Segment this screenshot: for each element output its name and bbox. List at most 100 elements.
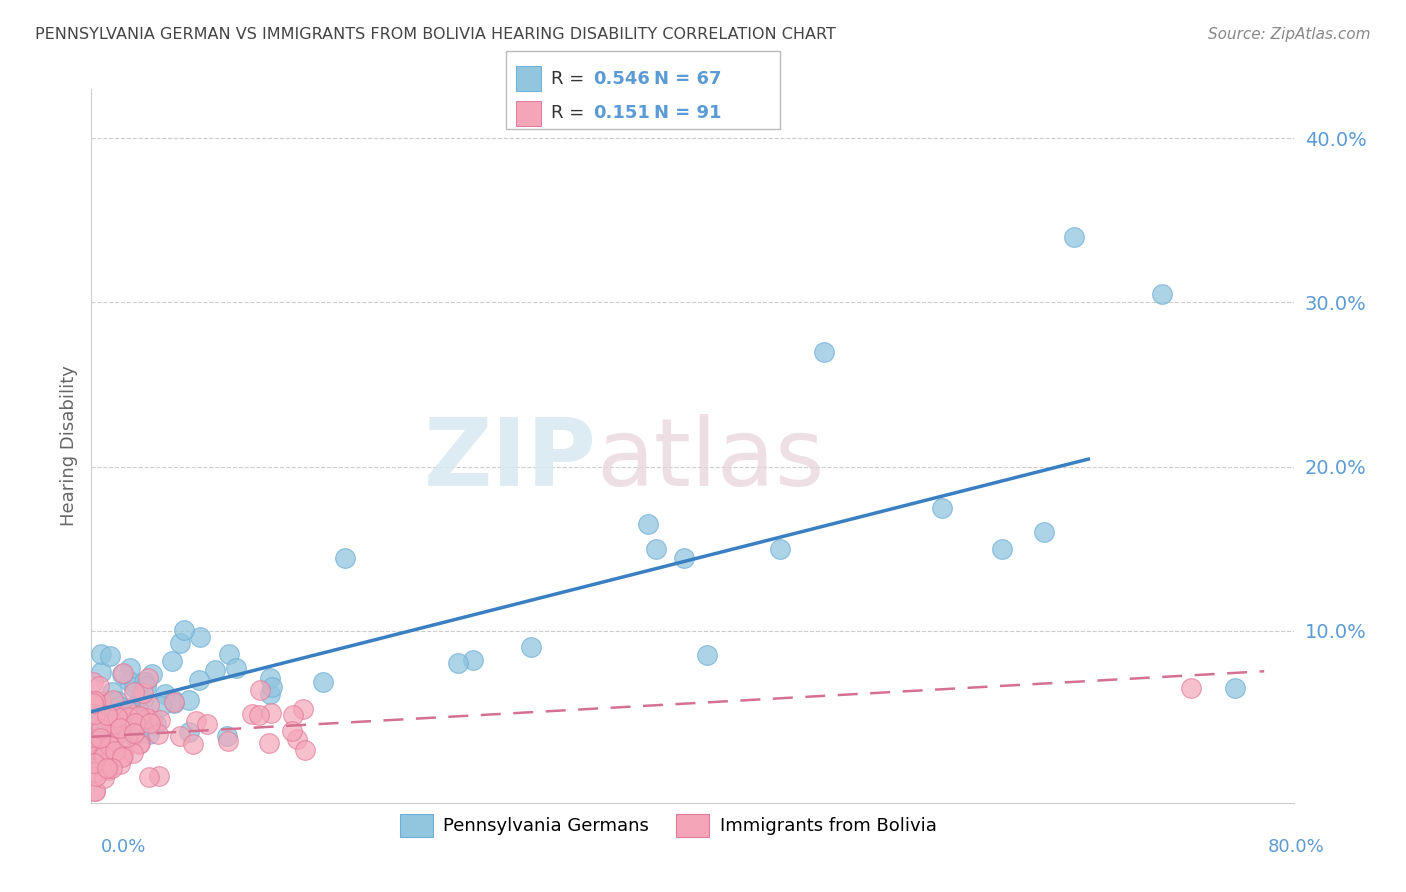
Point — [260, 706, 283, 720]
Point — [1180, 681, 1202, 695]
Point — [124, 707, 146, 722]
Point — [90, 728, 112, 742]
Point — [149, 713, 172, 727]
Point — [96, 761, 118, 775]
Point — [145, 717, 167, 731]
Point — [107, 698, 129, 713]
Point — [813, 344, 835, 359]
Point — [173, 623, 195, 637]
Point — [110, 750, 132, 764]
Point — [259, 671, 281, 685]
Point — [169, 730, 191, 744]
Point — [257, 736, 280, 750]
Point — [101, 692, 124, 706]
Point — [153, 687, 176, 701]
Text: 80.0%: 80.0% — [1268, 838, 1324, 855]
Point — [112, 665, 135, 680]
Point — [89, 694, 111, 708]
Point — [86, 724, 108, 739]
Point — [333, 550, 356, 565]
Point — [87, 747, 110, 761]
Point — [93, 709, 115, 723]
Point — [97, 714, 120, 728]
Point — [169, 636, 191, 650]
Text: ZIP: ZIP — [423, 414, 596, 507]
Point — [89, 731, 111, 745]
Point — [124, 706, 146, 721]
Point — [111, 748, 134, 763]
Point — [162, 692, 184, 706]
Point — [135, 679, 157, 693]
Point — [82, 742, 104, 756]
Legend: Pennsylvania Germans, Immigrants from Bolivia: Pennsylvania Germans, Immigrants from Bo… — [392, 807, 943, 844]
Point — [101, 731, 124, 745]
Point — [104, 716, 127, 731]
Point — [259, 687, 281, 701]
Point — [132, 675, 155, 690]
Point — [122, 726, 145, 740]
Point — [215, 729, 238, 743]
Point — [122, 723, 145, 738]
Point — [150, 699, 173, 714]
Point — [127, 727, 149, 741]
Point — [118, 673, 141, 688]
Point — [90, 647, 112, 661]
Point — [195, 717, 218, 731]
Point — [82, 731, 104, 745]
Point — [98, 648, 121, 663]
Point — [90, 722, 112, 736]
Point — [124, 715, 146, 730]
Point — [287, 732, 309, 747]
Point — [91, 745, 114, 759]
Point — [122, 746, 145, 760]
Point — [931, 500, 953, 515]
Text: N = 91: N = 91 — [654, 104, 721, 122]
Point — [128, 690, 150, 704]
Point — [91, 747, 114, 762]
Point — [262, 680, 284, 694]
Point — [183, 737, 205, 751]
Point — [129, 736, 152, 750]
Point — [138, 770, 160, 784]
Text: 0.546: 0.546 — [593, 70, 650, 88]
Point — [990, 541, 1012, 556]
Point — [146, 726, 169, 740]
Point — [138, 698, 160, 713]
Point — [93, 749, 115, 764]
Point — [281, 724, 304, 739]
Point — [179, 725, 201, 739]
Point — [160, 654, 183, 668]
Point — [240, 706, 263, 721]
Point — [128, 737, 150, 751]
Point — [111, 666, 134, 681]
Point — [89, 731, 111, 745]
Point — [247, 708, 270, 723]
Point — [148, 769, 170, 783]
Point — [135, 711, 157, 725]
Point — [1150, 287, 1173, 301]
Point — [1063, 230, 1085, 244]
Point — [117, 710, 139, 724]
Point — [132, 686, 155, 700]
Point — [645, 541, 668, 556]
Point — [294, 743, 316, 757]
Point — [84, 784, 107, 798]
Point — [110, 721, 132, 735]
Point — [105, 709, 128, 723]
Point — [83, 756, 105, 771]
Point — [292, 702, 315, 716]
Text: PENNSYLVANIA GERMAN VS IMMIGRANTS FROM BOLIVIA HEARING DISABILITY CORRELATION CH: PENNSYLVANIA GERMAN VS IMMIGRANTS FROM B… — [35, 27, 837, 42]
Point — [637, 516, 659, 531]
Point — [83, 764, 105, 779]
Point — [83, 742, 105, 756]
Point — [122, 680, 145, 694]
Point — [110, 756, 132, 771]
Point — [132, 691, 155, 706]
Point — [283, 708, 305, 723]
Point — [177, 693, 200, 707]
Point — [141, 714, 163, 728]
Point — [117, 703, 139, 717]
Point — [93, 771, 115, 785]
Point — [93, 741, 115, 756]
Point — [218, 647, 240, 661]
